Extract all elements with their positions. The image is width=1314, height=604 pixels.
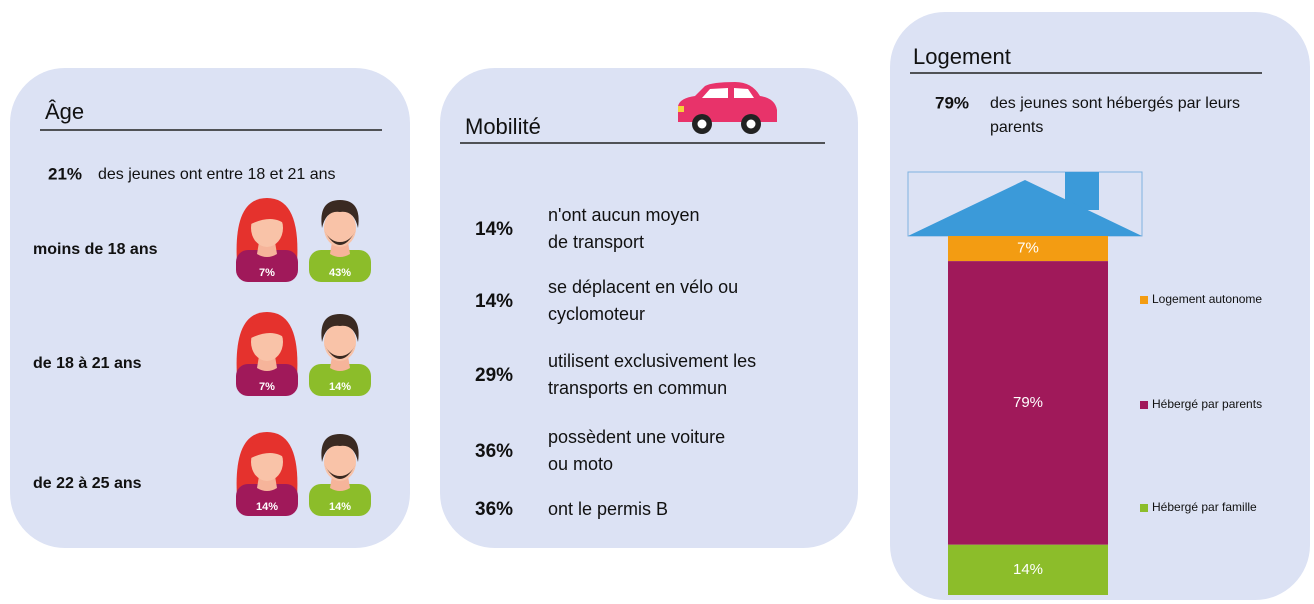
badge-label: 14% — [329, 381, 351, 393]
body — [236, 364, 298, 396]
badge-label: 14% — [256, 501, 278, 513]
body — [309, 484, 371, 516]
male-figure: 14% — [309, 314, 371, 396]
male-figure: 14% — [309, 434, 371, 516]
male-figure: 43% — [309, 200, 371, 282]
mobility-percent: 36% — [475, 499, 513, 520]
face — [324, 323, 356, 361]
body — [236, 484, 298, 516]
bar-segment — [948, 261, 1108, 545]
car-icon — [678, 82, 777, 134]
badge-label: 7% — [259, 381, 275, 393]
legend-swatch — [1140, 401, 1148, 409]
mobility-text: se déplacent en vélo ou — [548, 277, 738, 297]
female-figure: 7% — [236, 198, 298, 282]
age-row-label: moins de 18 ans — [33, 241, 158, 258]
age-highlight: 21% — [48, 164, 82, 183]
fringe — [247, 317, 287, 340]
age-highlight-text: des jeunes ont entre 18 et 21 ans — [98, 166, 336, 183]
mobility-text: transports en commun — [548, 378, 727, 398]
mobility-text: ont le permis B — [548, 499, 668, 519]
housing-highlight: 79% — [935, 93, 969, 112]
bar-segment — [948, 236, 1108, 262]
body — [309, 250, 371, 282]
female-figure: 14% — [236, 432, 298, 516]
mobility-text: possèdent une voiture — [548, 427, 725, 447]
age-title: Âge — [45, 99, 84, 124]
body — [236, 250, 298, 282]
mobility-percent: 14% — [475, 219, 513, 240]
house-roof — [907, 171, 1143, 237]
female-figure: 7% — [236, 312, 298, 396]
age-row-label: de 18 à 21 ans — [33, 355, 142, 372]
face — [324, 209, 356, 247]
face — [324, 443, 356, 481]
mobility-percent: 36% — [475, 441, 513, 462]
badge-label: 7% — [259, 267, 275, 279]
hair — [321, 434, 359, 462]
mobility-text: de transport — [548, 232, 644, 252]
legend-label: Hébergé par parents — [1152, 397, 1262, 411]
mobility-percent: 14% — [475, 291, 513, 312]
hair — [321, 314, 359, 342]
legend-swatch — [1140, 504, 1148, 512]
mobility-percent: 29% — [475, 365, 513, 386]
mobility-title: Mobilité — [465, 114, 541, 139]
fringe — [247, 203, 287, 226]
legend-label: Logement autonome — [1152, 292, 1262, 306]
segment-label: 79% — [1013, 394, 1043, 411]
badge-label: 14% — [329, 501, 351, 513]
beard — [324, 464, 356, 479]
badge-label: 43% — [329, 267, 351, 279]
age-row-label: de 22 à 25 ans — [33, 475, 142, 492]
beard — [324, 344, 356, 359]
bar-segment — [948, 544, 1108, 595]
fringe — [247, 437, 287, 460]
beard — [324, 230, 356, 245]
mobility-text: utilisent exclusivement les — [548, 351, 756, 371]
body — [309, 364, 371, 396]
legend-label: Hébergé par famille — [1152, 500, 1257, 514]
housing-text: parents — [990, 119, 1043, 136]
mobility-panel — [440, 68, 858, 548]
segment-label: 7% — [1017, 240, 1039, 257]
mobility-text: cyclomoteur — [548, 304, 645, 324]
age-panel — [10, 68, 410, 548]
mobility-text: ou moto — [548, 454, 613, 474]
mobility-text: n'ont aucun moyen — [548, 205, 700, 225]
housing-text: des jeunes sont hébergés par leurs — [990, 95, 1240, 112]
housing-title: Logement — [913, 44, 1011, 69]
legend-swatch — [1140, 296, 1148, 304]
segment-label: 14% — [1013, 561, 1043, 578]
hair — [321, 200, 359, 228]
